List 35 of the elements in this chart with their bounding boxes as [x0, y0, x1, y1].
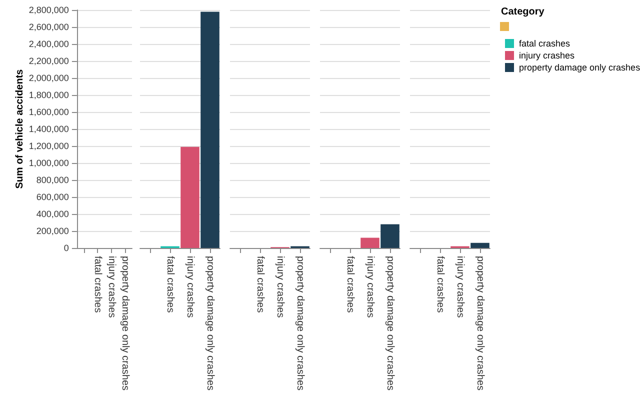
x-tick-label: fatal crashes [92, 256, 104, 313]
x-tick-label: injury crashes [106, 256, 117, 318]
legend-label: fatal crashes [519, 38, 571, 48]
x-tick-label: fatal crashes [434, 256, 446, 313]
y-axis-title: Sum of vehicle accidents [14, 68, 26, 189]
y-tick-label: 1,800,000 [28, 90, 69, 100]
x-tick-label: fatal crashes [344, 256, 356, 313]
x-tick-label: property damage only crashes [474, 256, 486, 391]
x-tick-label: fatal crashes [164, 256, 176, 313]
x-tick-label: injury crashes [274, 256, 286, 318]
x-tick-label: property damage only crashes [120, 256, 131, 391]
x-tick-label: injury crashes [364, 256, 376, 318]
y-tick-label: 2,200,000 [28, 56, 69, 66]
y-tick-label: 800,000 [36, 175, 69, 185]
y-tick-label: 1,000,000 [28, 158, 69, 168]
x-tick-label: property damage only crashes [204, 256, 216, 391]
x-tick-label: property damage only crashes [294, 256, 306, 391]
x-tick-label: injury crashes [184, 256, 196, 318]
legend-label: property damage only crashes [519, 62, 640, 72]
y-tick-label: 2,600,000 [28, 22, 69, 32]
y-tick-label: 1,600,000 [28, 107, 69, 117]
x-tick-label: property damage only crashes [384, 256, 396, 391]
y-tick-label: 2,000,000 [28, 73, 69, 83]
y-tick-label: 1,400,000 [28, 124, 69, 134]
y-tick-label: 600,000 [36, 192, 69, 202]
y-tick-label: 2,400,000 [28, 39, 69, 49]
y-tick-label: 0 [64, 243, 69, 253]
x-tick-label: injury crashes [454, 256, 466, 318]
y-tick-label: 400,000 [36, 209, 69, 219]
x-tick-label: fatal crashes [254, 256, 266, 313]
y-tick-label: 200,000 [36, 226, 69, 236]
legend-label: injury crashes [519, 50, 576, 60]
legend-title: Category [501, 6, 545, 18]
y-tick-label: 1,200,000 [28, 141, 69, 151]
y-tick-label: 2,800,000 [28, 5, 69, 15]
